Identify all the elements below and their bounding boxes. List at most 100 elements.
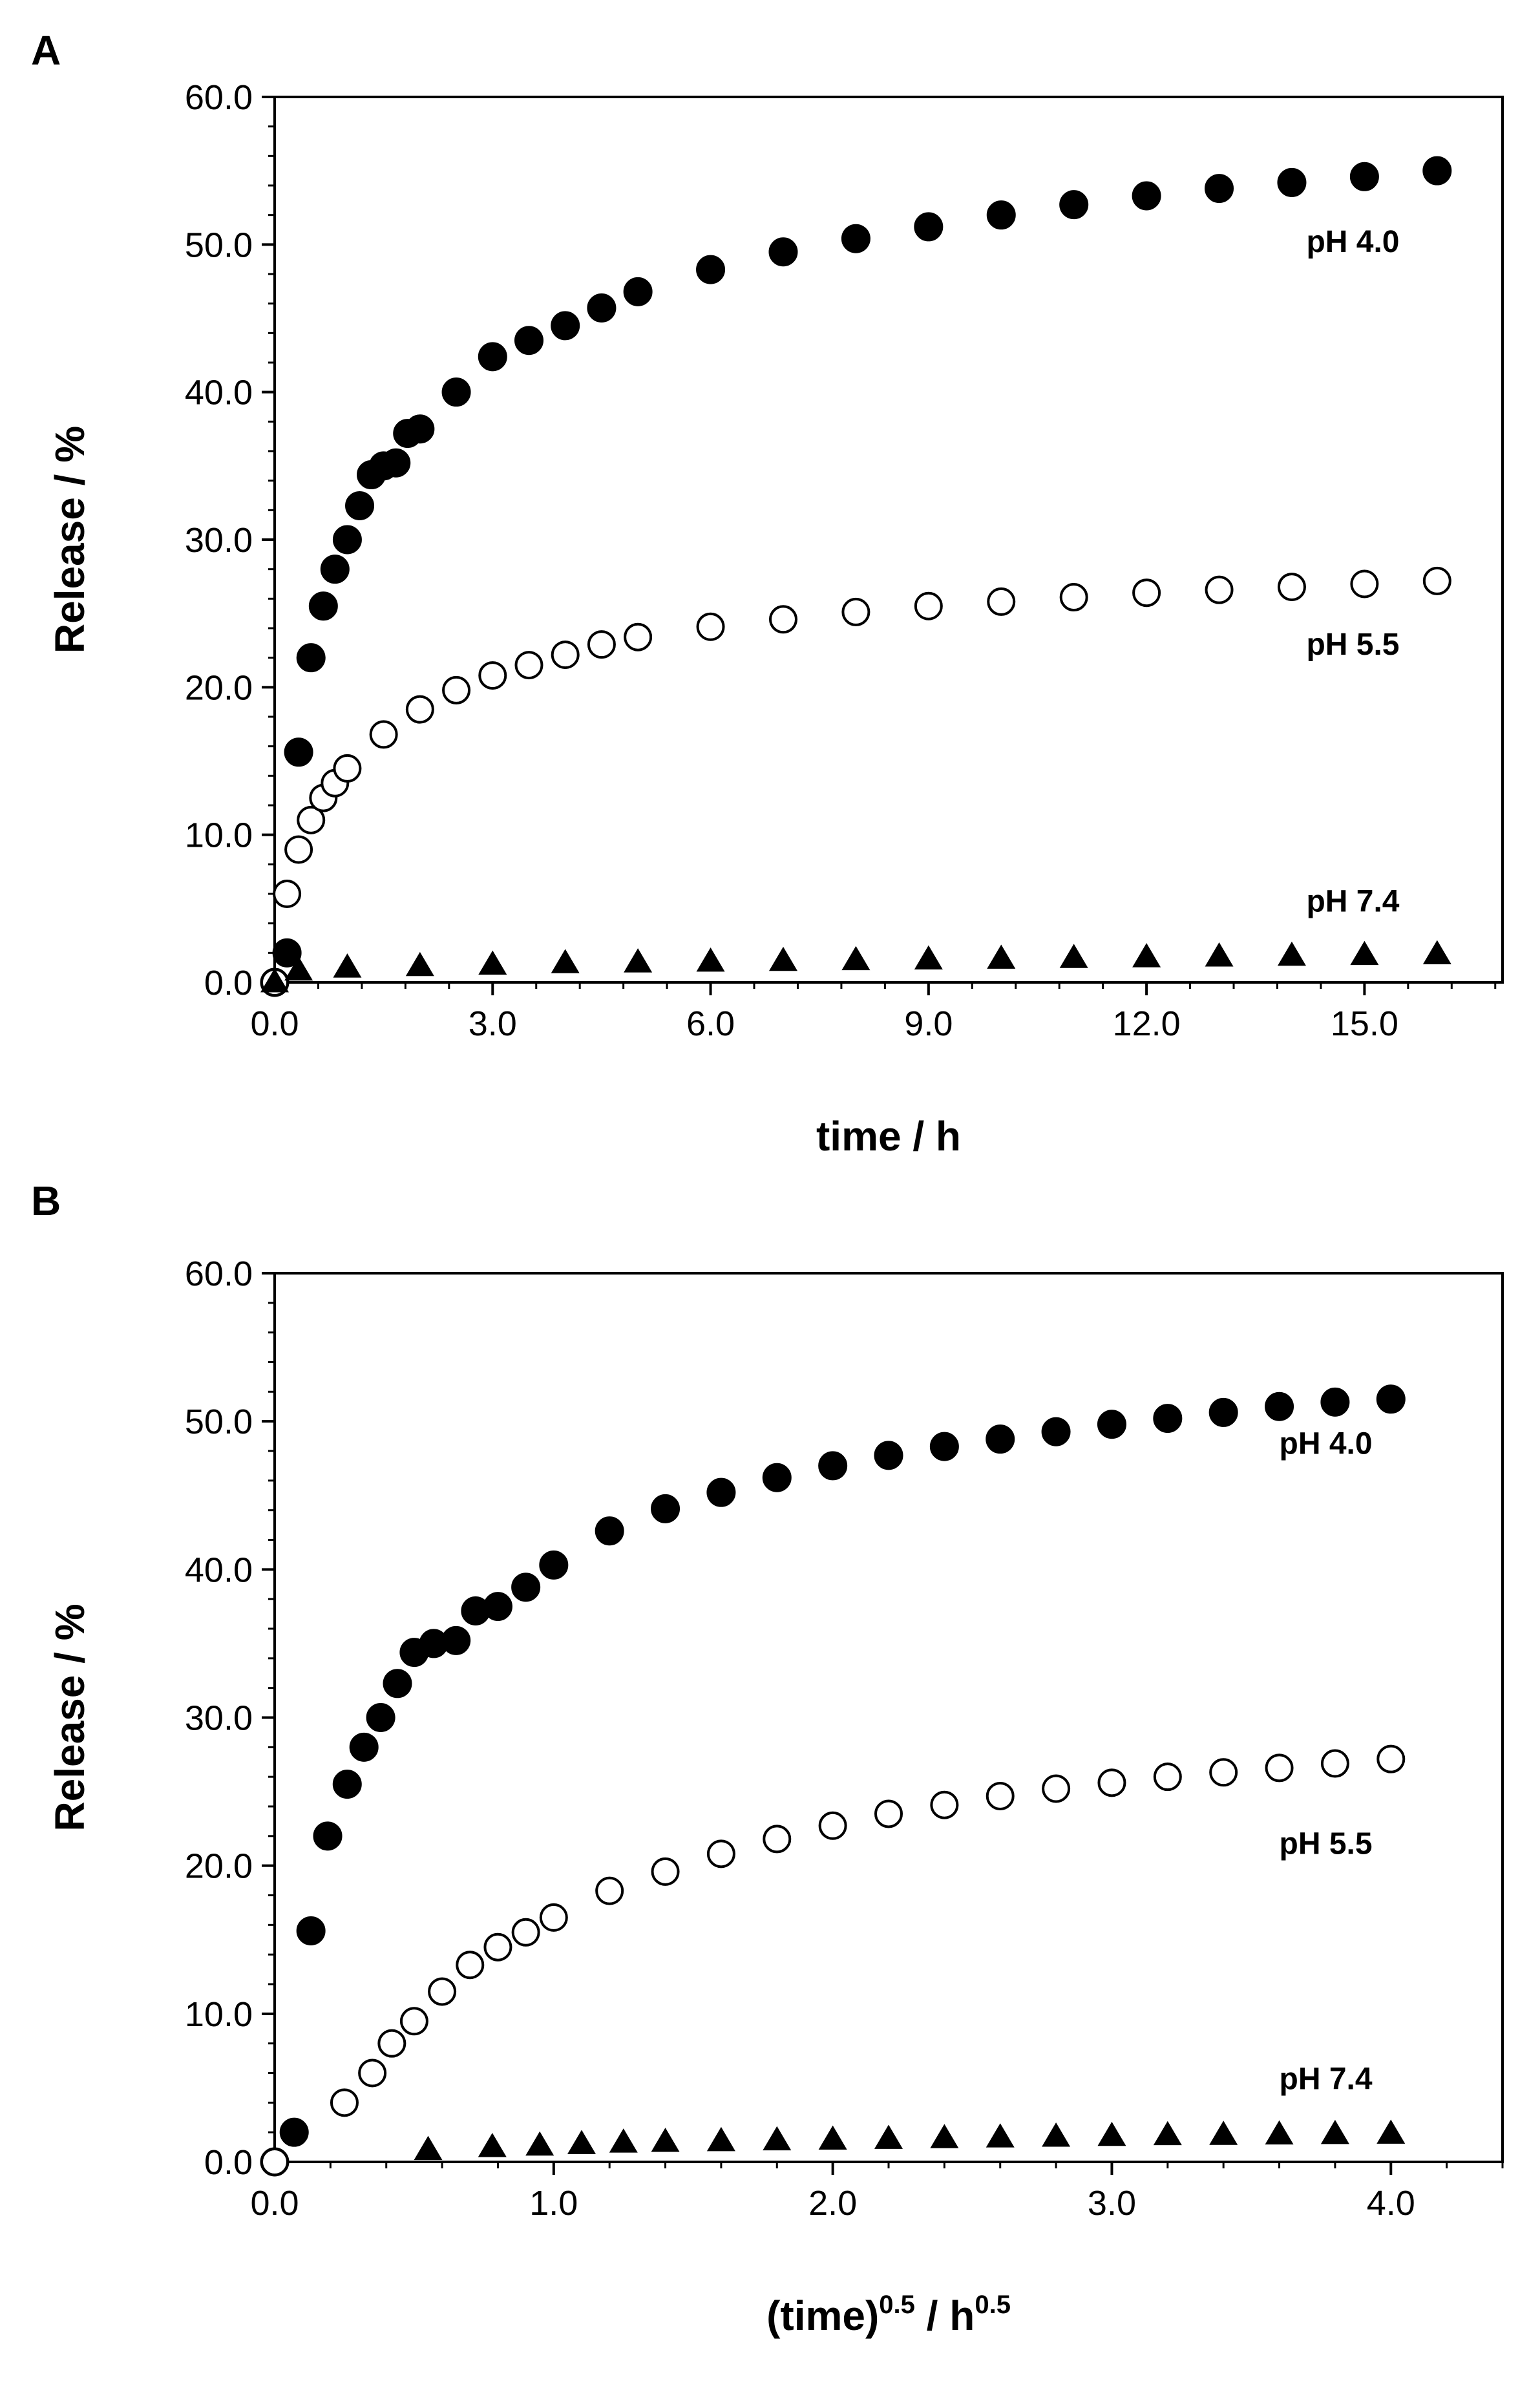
panel-a-chart: 0.0 10.0 20.0 30.0 40.0 50.0 60.0 0.0 3.0 6.0 9.0 1… — [47, 78, 1504, 1159]
data-point — [624, 622, 653, 651]
data-point — [624, 948, 653, 973]
data-point — [768, 237, 798, 267]
data-point — [1277, 167, 1307, 197]
data-point — [768, 605, 797, 634]
y-tick-label: 10.0 — [185, 816, 253, 855]
data-point — [818, 1451, 848, 1481]
data-point — [841, 946, 870, 971]
series-label: pH 5.5 — [1306, 628, 1399, 662]
data-point — [441, 377, 471, 407]
data-point — [874, 1799, 903, 1828]
panel-b-letter: B — [31, 1178, 61, 1224]
data-point — [874, 1441, 903, 1470]
data-point — [1320, 2119, 1349, 2144]
data-point — [1350, 569, 1379, 598]
data-point — [358, 2058, 387, 2088]
data-point — [1153, 1762, 1182, 1792]
series-ph-5-5 — [260, 1744, 1406, 2176]
data-point — [1377, 1744, 1406, 1773]
x-tick-label: 6.0 — [686, 1004, 735, 1043]
data-point — [308, 591, 338, 621]
data-point — [567, 2130, 596, 2154]
data-point — [1153, 1404, 1183, 1434]
data-point — [332, 1770, 362, 1799]
data-point — [1376, 1384, 1406, 1414]
data-point — [1277, 941, 1306, 966]
series-ph-4-0 — [260, 156, 1452, 997]
data-point — [987, 944, 1016, 969]
data-point — [1205, 575, 1234, 604]
data-point — [874, 2124, 903, 2149]
data-point — [441, 1625, 471, 1655]
y-tick-label: 30.0 — [185, 1699, 253, 1738]
data-point — [1059, 583, 1088, 612]
data-point — [987, 587, 1016, 616]
data-point — [320, 555, 350, 584]
panel-b-chart: 0.0 10.0 20.0 30.0 40.0 50.0 60.0 0.0 1.0 2.0 3.0 4… — [47, 1254, 1504, 2339]
x-tick-label: 12.0 — [1113, 1004, 1181, 1043]
data-point — [1320, 1387, 1350, 1417]
data-point — [345, 491, 375, 520]
x-tick-label: 9.0 — [904, 1004, 953, 1043]
x-axis-title-part: / h — [915, 2292, 975, 2339]
data-point — [272, 938, 302, 968]
data-point — [1041, 1417, 1071, 1446]
series-label: pH 7.4 — [1280, 2062, 1373, 2097]
data-point — [313, 1821, 343, 1851]
data-point — [297, 805, 326, 834]
y-tick-label: 40.0 — [185, 374, 253, 412]
series-label: pH 7.4 — [1306, 884, 1399, 918]
data-point — [483, 1592, 512, 1622]
data-point — [428, 1977, 457, 2006]
data-point — [1320, 1749, 1349, 1778]
y-tick-label: 30.0 — [185, 521, 253, 560]
data-point — [1153, 2121, 1182, 2146]
data-point — [381, 448, 411, 478]
data-point — [511, 1572, 541, 1602]
data-point — [551, 640, 580, 670]
data-point — [841, 597, 870, 626]
data-point — [478, 661, 507, 690]
data-point — [1209, 1758, 1238, 1787]
data-point — [763, 2126, 792, 2151]
data-point — [1209, 2121, 1238, 2145]
data-point — [1265, 1392, 1294, 1421]
y-tick-label: 50.0 — [185, 1402, 253, 1441]
y-tick-label: 10.0 — [185, 1995, 253, 2034]
data-point — [696, 255, 726, 284]
panel-a-letter: A — [31, 27, 61, 74]
data-point — [1042, 1774, 1071, 1803]
data-point — [551, 311, 580, 341]
data-point — [1265, 2120, 1294, 2145]
data-point — [651, 1857, 680, 1886]
x-tick-label: 0.0 — [250, 2184, 299, 2223]
data-point — [284, 835, 313, 864]
data-point — [1265, 1753, 1294, 1783]
data-point — [696, 612, 725, 641]
data-point — [442, 675, 471, 704]
data-point — [1377, 2119, 1406, 2144]
x-tick-label: 4.0 — [1367, 2184, 1415, 2223]
data-point — [478, 2133, 507, 2157]
y-axis-title: Release / % — [47, 1603, 93, 1831]
series-label: pH 4.0 — [1306, 225, 1399, 259]
data-point — [366, 1703, 396, 1732]
data-point — [930, 1790, 959, 1819]
data-point — [284, 737, 313, 767]
data-point — [1132, 181, 1161, 211]
y-tick-label: 50.0 — [185, 226, 253, 264]
data-point — [1208, 1397, 1238, 1427]
y-tick-label: 0.0 — [204, 964, 253, 1002]
data-point — [478, 950, 507, 975]
data-point — [595, 1876, 624, 1905]
data-point — [1132, 943, 1161, 968]
data-point — [1059, 190, 1089, 220]
data-point — [595, 1516, 624, 1546]
data-point — [914, 212, 944, 242]
x-tick-label: 2.0 — [808, 2184, 857, 2223]
series-label: pH 5.5 — [1280, 1826, 1373, 1861]
y-tick-label: 0.0 — [204, 2143, 253, 2182]
data-point — [986, 1781, 1015, 1810]
data-point — [1205, 942, 1234, 967]
data-point — [1422, 940, 1451, 965]
